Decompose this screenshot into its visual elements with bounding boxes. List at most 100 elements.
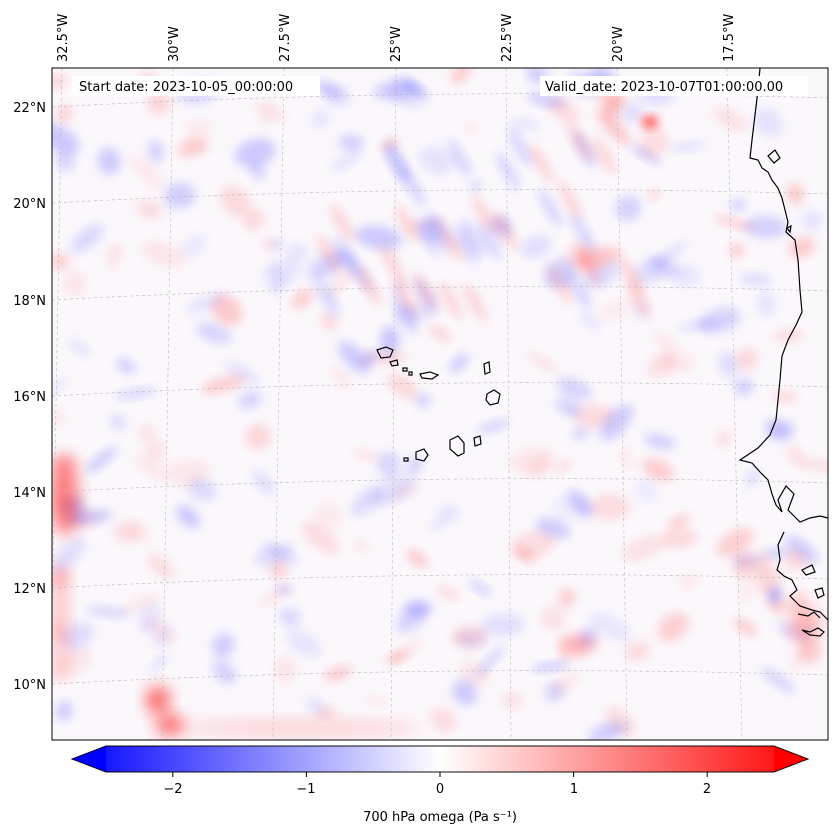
omega-blob bbox=[753, 107, 783, 137]
graticule bbox=[52, 68, 828, 740]
omega-blob bbox=[453, 226, 478, 265]
omega-blob bbox=[211, 294, 243, 326]
omega-blob bbox=[715, 431, 731, 448]
omega-blob bbox=[136, 200, 163, 219]
omega-blob bbox=[626, 280, 652, 319]
omega-blob bbox=[56, 104, 73, 123]
omega-blob bbox=[275, 585, 293, 594]
omega-blob bbox=[147, 553, 175, 580]
omega-blob bbox=[589, 611, 632, 642]
omega-blob bbox=[329, 152, 363, 171]
omega-blob bbox=[574, 636, 599, 656]
omega-blob bbox=[756, 290, 777, 318]
omega-blob bbox=[769, 587, 781, 603]
lon-label: 32.5°W bbox=[56, 14, 71, 62]
omega-blob bbox=[62, 621, 94, 651]
omega-blob bbox=[654, 332, 678, 351]
omega-blob bbox=[330, 365, 352, 389]
omega-blob bbox=[380, 245, 406, 284]
omega-blob bbox=[475, 645, 506, 678]
lat-label: 10°N bbox=[13, 678, 46, 693]
map-panel bbox=[52, 68, 828, 740]
omega-blob bbox=[311, 109, 330, 128]
omega-blob bbox=[290, 288, 314, 309]
omega-blob bbox=[145, 439, 166, 462]
omega-blob bbox=[668, 514, 691, 529]
omega-blob bbox=[540, 605, 567, 631]
omega-blob bbox=[253, 99, 289, 122]
omega-blob bbox=[801, 458, 828, 473]
omega-blob bbox=[254, 543, 295, 566]
valid-date-box bbox=[540, 76, 808, 96]
omega-blob bbox=[634, 256, 672, 284]
omega-blob bbox=[614, 195, 642, 222]
omega-blob bbox=[429, 325, 452, 342]
omega-blob bbox=[772, 328, 805, 343]
omega-blob bbox=[476, 418, 511, 434]
omega-blob bbox=[338, 341, 371, 375]
omega-field bbox=[52, 68, 828, 740]
omega-blob bbox=[97, 147, 122, 175]
omega-blob bbox=[438, 281, 463, 320]
omega-blob bbox=[621, 102, 643, 123]
omega-blob bbox=[495, 151, 521, 191]
omega-blob bbox=[643, 433, 676, 450]
omega-blob bbox=[507, 128, 533, 167]
omega-blob bbox=[63, 271, 87, 297]
omega-blob bbox=[530, 661, 571, 672]
omega-blob bbox=[416, 218, 441, 257]
omega-blob bbox=[556, 377, 592, 400]
omega-blob bbox=[712, 216, 754, 230]
start-date-label: Start date: 2023-10-05_00:00:00 bbox=[79, 80, 293, 95]
omega-blob bbox=[508, 117, 541, 132]
omega-blob bbox=[634, 479, 658, 504]
omega-blob bbox=[785, 548, 807, 571]
omega-blob bbox=[529, 143, 554, 183]
omega-blob bbox=[116, 358, 136, 374]
omega-blob bbox=[201, 375, 246, 394]
omega-blob bbox=[555, 398, 582, 417]
omega-blob bbox=[407, 455, 422, 475]
omega-blob bbox=[146, 90, 172, 115]
omega-blob bbox=[70, 224, 104, 253]
omega-blob bbox=[469, 181, 482, 191]
omega-blob bbox=[525, 68, 556, 80]
omega-blob bbox=[52, 410, 65, 426]
omega-blob bbox=[493, 212, 518, 251]
omega-blob bbox=[251, 469, 275, 496]
omega-blob bbox=[52, 455, 78, 535]
omega-blob bbox=[319, 312, 338, 331]
omega-blob bbox=[354, 539, 368, 553]
omega-blob bbox=[219, 185, 252, 218]
omega-blob bbox=[625, 642, 651, 661]
omega-blob bbox=[712, 106, 749, 132]
omega-blob bbox=[438, 223, 464, 263]
omega-blob bbox=[784, 535, 819, 564]
omega-blob bbox=[642, 116, 658, 128]
omega-blob bbox=[164, 459, 212, 486]
colorbar: −2 −1 0 1 2 700 hPa omega (Pa s⁻¹) bbox=[70, 745, 810, 825]
omega-blob bbox=[538, 188, 563, 228]
omega-blob bbox=[745, 467, 761, 487]
omega-blob bbox=[454, 631, 488, 649]
map-frame bbox=[51, 67, 829, 741]
omega-blob bbox=[180, 720, 420, 736]
omega-blob bbox=[558, 587, 576, 608]
lat-label: 16°N bbox=[13, 390, 46, 405]
omega-blob bbox=[619, 256, 644, 296]
omega-blob bbox=[333, 236, 359, 276]
lat-label: 12°N bbox=[13, 582, 46, 597]
omega-blob bbox=[526, 351, 558, 373]
omega-blob bbox=[618, 444, 633, 472]
omega-blob bbox=[149, 654, 170, 672]
omega-blob bbox=[315, 277, 340, 317]
omega-blob bbox=[355, 225, 403, 250]
omega-blob bbox=[743, 215, 788, 239]
omega-blob bbox=[119, 593, 162, 614]
omega-blob bbox=[243, 209, 265, 231]
omega-blob bbox=[314, 502, 344, 529]
omega-blob bbox=[128, 155, 166, 190]
omega-blob bbox=[648, 189, 661, 201]
omega-blob bbox=[460, 218, 485, 258]
colorbar-tick-label: −2 bbox=[163, 782, 182, 797]
